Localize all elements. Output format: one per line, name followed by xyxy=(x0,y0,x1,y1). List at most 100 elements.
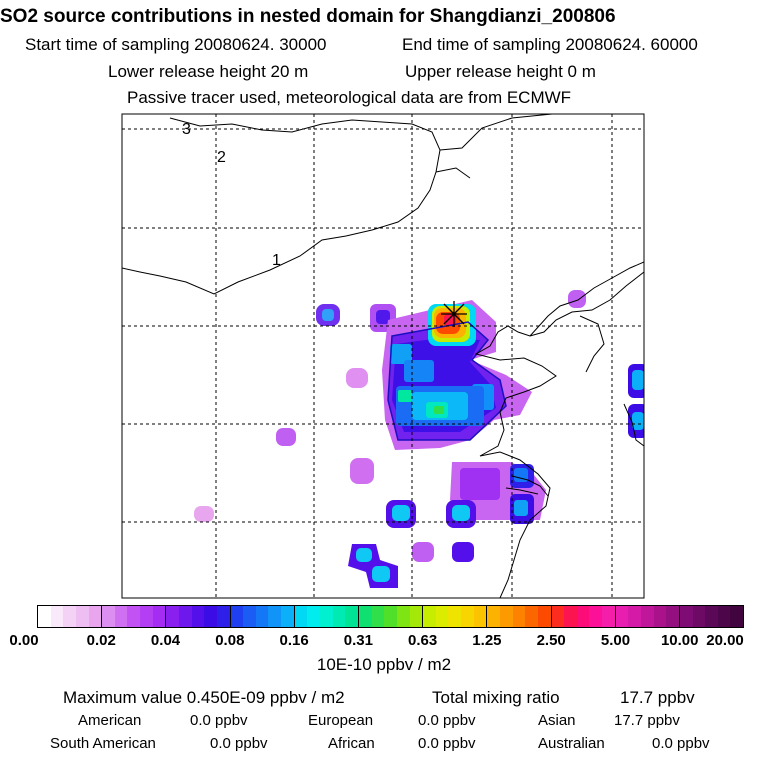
plume-cell xyxy=(350,458,374,484)
colorbar-cell xyxy=(179,606,192,627)
american-label: American xyxy=(78,712,142,729)
plume-cell xyxy=(356,548,372,562)
total-mixing-label: Total mixing ratio xyxy=(432,688,560,707)
upper-release-label: Upper release height 0 m xyxy=(405,62,596,81)
colorbar-cell xyxy=(473,606,487,627)
colorbar-segment xyxy=(166,606,231,627)
tracer-note: Passive tracer used, meteorological data… xyxy=(127,88,572,107)
colorbar-segment xyxy=(487,606,552,627)
concentration-field xyxy=(194,290,644,588)
plume-cell xyxy=(322,309,334,321)
region-label-3: 3 xyxy=(182,121,191,138)
african-label: African xyxy=(328,735,375,752)
colorbar-cell xyxy=(102,606,115,627)
colorbar-cell xyxy=(692,606,706,627)
colorbar-cell xyxy=(127,606,141,627)
colorbar-cell xyxy=(320,606,333,627)
plume-cell xyxy=(412,542,434,562)
colorbar-segment xyxy=(38,606,103,627)
end-time-label: End time of sampling 20080624. 60000 xyxy=(402,35,698,54)
australian-label: Australian xyxy=(538,735,605,752)
colorbar-segment xyxy=(102,606,167,627)
colorbar-tick-label: 0.00 xyxy=(9,632,39,649)
colorbar-tick-label: 0.08 xyxy=(215,632,245,649)
colorbar-cell xyxy=(294,606,308,627)
colorbar-cell xyxy=(448,606,462,627)
colorbar-cell xyxy=(216,606,230,627)
colorbar-cell xyxy=(75,606,89,627)
colorbar-cell xyxy=(717,606,731,627)
colorbar-cell xyxy=(679,606,693,627)
map-frame xyxy=(122,114,644,598)
colorbar-tick-label: 0.63 xyxy=(408,632,438,649)
colorbar-segment xyxy=(423,606,488,627)
coastline xyxy=(529,261,644,337)
colorbar xyxy=(37,605,744,628)
colorbar-cell xyxy=(140,606,153,627)
australian-value: 0.0 ppbv xyxy=(652,735,710,752)
colorbar-cell xyxy=(615,606,629,627)
plume-cell xyxy=(390,344,412,364)
colorbar-cell xyxy=(63,606,76,627)
colorbar-cell xyxy=(666,606,679,627)
colorbar-cell xyxy=(88,606,102,627)
colorbar-cell xyxy=(268,606,282,627)
colorbar-cell xyxy=(705,606,718,627)
colorbar-cell xyxy=(243,606,256,627)
plume-cell xyxy=(376,310,390,324)
colorbar-cell xyxy=(281,606,294,627)
colorbar-tick-label: 1.25 xyxy=(472,632,502,649)
border-line xyxy=(122,117,441,295)
colorbar-cell xyxy=(50,606,64,627)
colorbar-cell xyxy=(204,606,217,627)
plume-cell xyxy=(452,542,474,562)
asian-value: 17.7 ppbv xyxy=(614,712,680,729)
coastline xyxy=(579,315,605,373)
plume-cell xyxy=(444,314,456,326)
colorbar-cell xyxy=(191,606,205,627)
colorbar-cell xyxy=(564,606,577,627)
colorbar-cell xyxy=(640,606,654,627)
max-value-label: Maximum value 0.450E-09 ppbv / m2 xyxy=(63,688,345,707)
colorbar-segment xyxy=(358,606,424,627)
colorbar-cell xyxy=(114,606,128,627)
colorbar-tick-label: 20.00 xyxy=(706,632,744,649)
colorbar-cell xyxy=(730,606,744,627)
colorbar-tick-label: 10.00 xyxy=(660,632,699,649)
colorbar-tick-label: 0.16 xyxy=(279,632,309,649)
colorbar-cell xyxy=(628,606,641,627)
colorbar-segment xyxy=(615,606,680,627)
river-line xyxy=(505,487,539,495)
plume-cell xyxy=(452,505,470,521)
colorbar-cell xyxy=(152,606,166,627)
region-label-1: 1 xyxy=(272,252,281,269)
start-time-label: Start time of sampling 20080624. 30000 xyxy=(25,35,327,54)
colorbar-cell xyxy=(307,606,321,627)
south-american-label: South American xyxy=(50,735,156,752)
south-american-value: 0.0 ppbv xyxy=(210,735,268,752)
colorbar-cell xyxy=(396,606,410,627)
colorbar-cell xyxy=(525,606,538,627)
european-value: 0.0 ppbv xyxy=(418,712,476,729)
colorbar-cell xyxy=(653,606,667,627)
colorbar-tick-label: 0.04 xyxy=(150,632,181,649)
colorbar-cell xyxy=(576,606,590,627)
colorbar-segment xyxy=(551,606,616,627)
colorbar-cell xyxy=(537,606,551,627)
colorbar-cell xyxy=(499,606,513,627)
american-value: 0.0 ppbv xyxy=(190,712,248,729)
colorbar-cell xyxy=(38,606,51,627)
coastline xyxy=(623,403,644,447)
colorbar-cell xyxy=(230,606,244,627)
colorbar-cell xyxy=(602,606,615,627)
map-grid xyxy=(122,114,644,598)
colorbar-cell xyxy=(512,606,526,627)
colorbar-cell xyxy=(166,606,180,627)
colorbar-cell xyxy=(384,606,397,627)
plume-cell xyxy=(404,360,434,382)
colorbar-cell xyxy=(255,606,269,627)
border-line xyxy=(439,114,553,151)
colorbar-cell xyxy=(358,606,372,627)
